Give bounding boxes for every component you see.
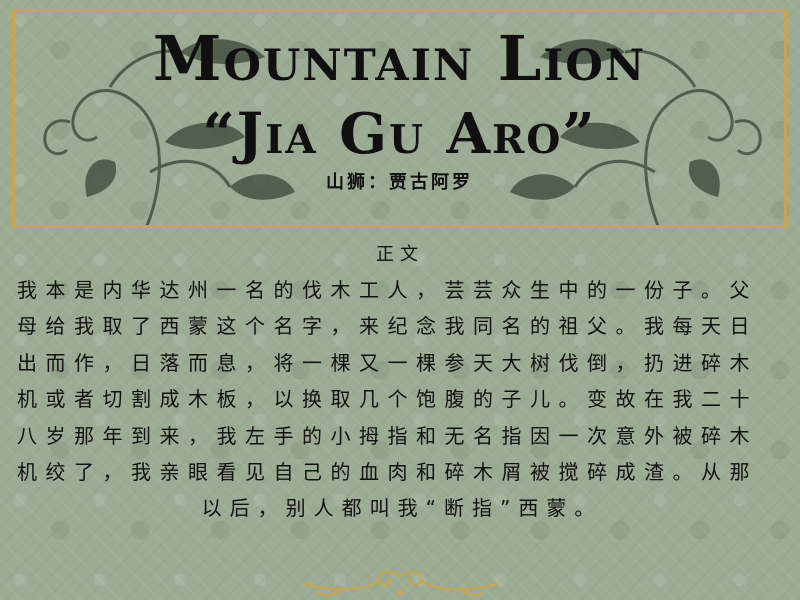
body-line: 机绞了，我亲眼看见自己的血肉和碎木屑被搅碎成渣。从那	[17, 459, 758, 484]
subtitle: “Jia Gu Aro”	[202, 101, 597, 167]
body-text: 我本是内华达州一名的伐木工人，芸芸众生中的一份子。父 母给我取了西蒙这个名字，来…	[17, 272, 787, 527]
vine-ornament-right	[510, 39, 762, 225]
title-frame: Mountain Lion “Jia Gu Aro” 山狮：贾古阿罗	[12, 9, 787, 228]
section-heading: 正文	[376, 244, 424, 265]
vine-ornament-left	[43, 39, 295, 225]
body-line: 机或者切割成木板，以换取几个饱腹的子儿。变故在我二十	[17, 387, 758, 412]
body-line: 我本是内华达州一名的伐木工人，芸芸众生中的一份子。父	[17, 278, 758, 302]
body-line: 出而作，日落而息，将一棵又一棵参天大树伐倒，扔进碎木	[17, 350, 758, 375]
bottom-flourish-ornament	[302, 570, 498, 596]
body-line: 八岁那年到来，我左手的小拇指和无名指因一次意外被碎木	[17, 423, 758, 448]
body-line-last: 以后，别人都叫我“断指”西蒙。	[201, 496, 603, 521]
chinese-title: 山狮：贾古阿罗	[326, 172, 473, 193]
body-line: 母给我取了西蒙这个名字，来纪念我同名的祖父。我每天日	[17, 314, 758, 339]
main-title: Mountain Lion	[152, 22, 647, 95]
